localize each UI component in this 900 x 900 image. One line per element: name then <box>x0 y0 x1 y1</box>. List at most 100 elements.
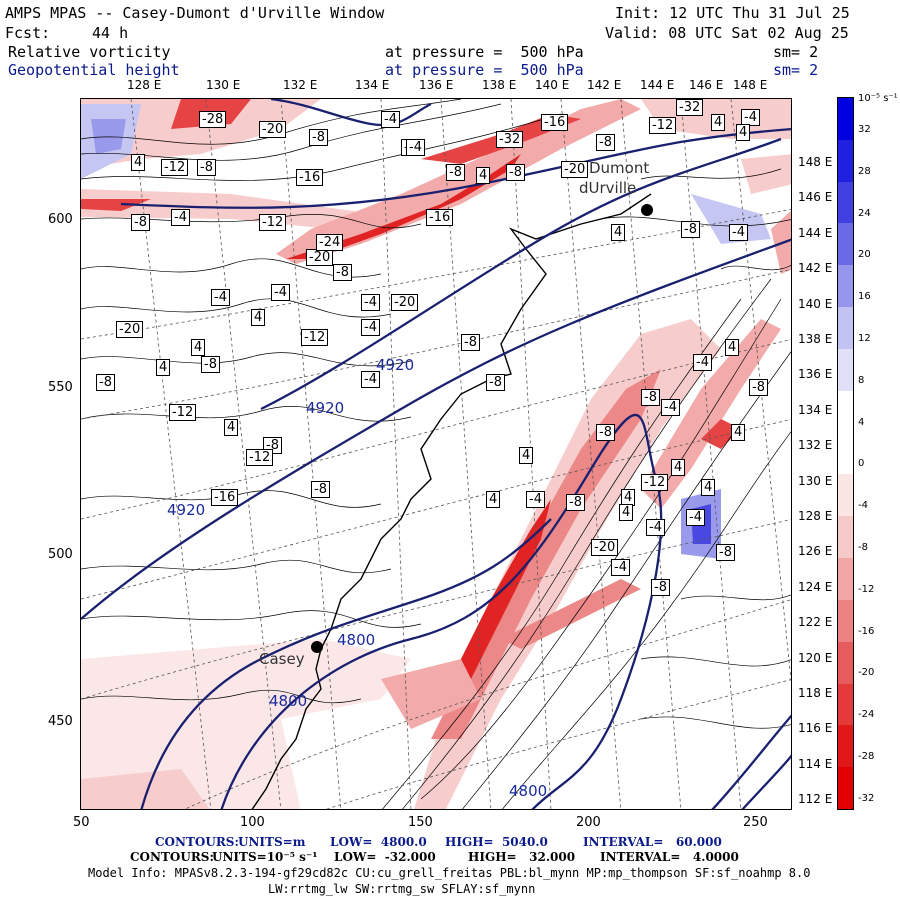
field2-level: at pressure = 500 hPa <box>385 61 584 79</box>
y-tick-label: 500 <box>48 547 73 562</box>
longitude-label: 130 E <box>206 78 241 92</box>
colorbar-tick-label: -16 <box>858 625 875 637</box>
vorticity-value-label: -4 <box>661 399 680 416</box>
vorticity-value-label: 4 <box>731 424 746 441</box>
colorbar-segment <box>838 516 853 559</box>
valid-time: Valid: 08 UTC Sat 02 Aug 25 <box>605 24 849 42</box>
vorticity-value-label: -12 <box>246 449 274 466</box>
longitude-label: 136 E <box>419 78 454 92</box>
latitude-label: 140 E <box>798 296 833 311</box>
latitude-label: 148 E <box>798 155 833 169</box>
latitude-label: 142 E <box>798 261 833 276</box>
vorticity-value-label: -4 <box>381 111 400 128</box>
vorticity-value-label: 4 <box>486 491 501 508</box>
vorticity-value-label: -4 <box>406 139 425 156</box>
vorticity-value-label: 4 <box>519 447 534 464</box>
colorbar-segment <box>838 683 853 726</box>
latitude-label: 136 E <box>798 367 833 382</box>
latitude-label: 122 E <box>798 615 833 630</box>
vorticity-value-label: -12 <box>161 159 189 176</box>
longitude-label: 138 E <box>482 78 517 92</box>
vorticity-value-label: -8 <box>201 356 220 373</box>
casey-label: Casey <box>259 650 305 668</box>
latitude-label: 116 E <box>798 721 833 736</box>
colorbar-segment <box>838 432 853 475</box>
vorticity-value-label: -12 <box>169 404 197 421</box>
map-plot: Casey Dumont dUrville 4920 4920 4920 480… <box>80 98 792 810</box>
colorbar-tick-label: -20 <box>858 667 875 679</box>
vorticity-value-label: -20 <box>391 294 419 311</box>
latitude-label: 124 E <box>798 579 833 594</box>
vorticity-value-label: -16 <box>426 209 454 226</box>
vorticity-value-label: 4 <box>191 339 206 356</box>
height-label: 4920 <box>376 356 415 374</box>
latitude-label: 130 E <box>798 473 833 488</box>
height-label: 4800 <box>337 631 376 649</box>
vorticity-value-label: -8 <box>651 579 670 596</box>
vorticity-value-label: -32 <box>676 99 704 116</box>
vorticity-value-label: -16 <box>296 169 324 186</box>
vorticity-value-label: -20 <box>591 539 619 556</box>
latitude-label: 112 E <box>798 792 833 807</box>
longitude-label: 128 E <box>127 78 162 92</box>
colorbar-tick-label: 0 <box>858 458 865 470</box>
latitude-label: 144 E <box>798 225 833 240</box>
vorticity-value-label: -4 <box>361 294 380 311</box>
vorticity-value-label: -8 <box>506 164 525 181</box>
dumont-label: Dumont <box>589 159 650 177</box>
vorticity-value-label: -4 <box>361 319 380 336</box>
longitude-label: 142 E <box>587 78 622 92</box>
longitude-label: 140 E <box>535 78 570 92</box>
colorbar-tick-label: 8 <box>858 374 865 386</box>
colorbar-tick-label: 24 <box>858 207 871 219</box>
vorticity-value-label: -4 <box>361 371 380 388</box>
casey-station-marker <box>311 641 323 653</box>
vorticity-value-label: -4 <box>211 289 230 306</box>
vorticity-value-label: -32 <box>496 131 524 148</box>
colorbar-tick-label: -8 <box>858 542 868 553</box>
vorticity-value-label: -8 <box>716 544 735 561</box>
contour1-label: CONTOURS: <box>155 835 239 849</box>
y-tick-label: 550 <box>48 380 73 395</box>
vorticity-value-label: -8 <box>641 389 660 406</box>
vorticity-value-label: -28 <box>199 111 227 128</box>
vorticity-shading <box>81 99 791 809</box>
vorticity-value-label: -20 <box>561 161 589 178</box>
contour2-units: UNITS=10⁻⁵ s⁻¹ <box>212 850 318 864</box>
contour1-low: LOW= 4800.0 <box>330 835 427 849</box>
colorbar-segment <box>838 390 853 434</box>
vorticity-value-label: 4 <box>701 479 716 496</box>
colorbar-segment <box>838 725 853 768</box>
colorbar-tick-label: 32 <box>858 124 871 135</box>
contour1-units: UNITS=m <box>238 835 306 849</box>
colorbar-segment <box>838 307 853 350</box>
height-label: 4800 <box>509 782 548 800</box>
longitude-label: 146 E <box>689 78 724 92</box>
latitude-label: 134 E <box>798 402 833 417</box>
colorbar-tick-label: 28 <box>858 165 871 177</box>
coastline <box>251 193 652 809</box>
x-tick-label: 100 <box>240 815 265 830</box>
x-tick-label: 150 <box>408 815 433 830</box>
latitude-label: 132 E <box>798 438 833 453</box>
vorticity-value-label: -16 <box>211 489 239 506</box>
colorbar-tick-label: 16 <box>858 291 871 303</box>
colorbar-tick-label: -24 <box>858 709 875 721</box>
vorticity-value-label: -8 <box>461 334 480 351</box>
vorticity-value-label: 4 <box>671 459 686 476</box>
vorticity-value-label: 4 <box>224 419 239 436</box>
vorticity-value-label: 4 <box>736 124 751 141</box>
longitude-label: 134 E <box>355 78 390 92</box>
vorticity-value-label: -8 <box>446 164 465 181</box>
vorticity-value-label: -4 <box>693 354 712 371</box>
vorticity-value-label: -8 <box>596 134 615 151</box>
vorticity-value-label: -8 <box>681 221 700 238</box>
vorticity-value-label: -8 <box>486 374 505 391</box>
colorbar-segment <box>838 474 853 517</box>
field1-name: Relative vorticity <box>8 43 171 61</box>
vorticity-value-label: -16 <box>541 114 569 131</box>
colorbar-tick-label: -12 <box>858 583 875 595</box>
vorticity-value-label: 4 <box>251 309 266 326</box>
vorticity-value-label: -8 <box>197 159 216 176</box>
colorbar-unit: 10⁻⁵ s⁻¹ <box>858 93 898 104</box>
